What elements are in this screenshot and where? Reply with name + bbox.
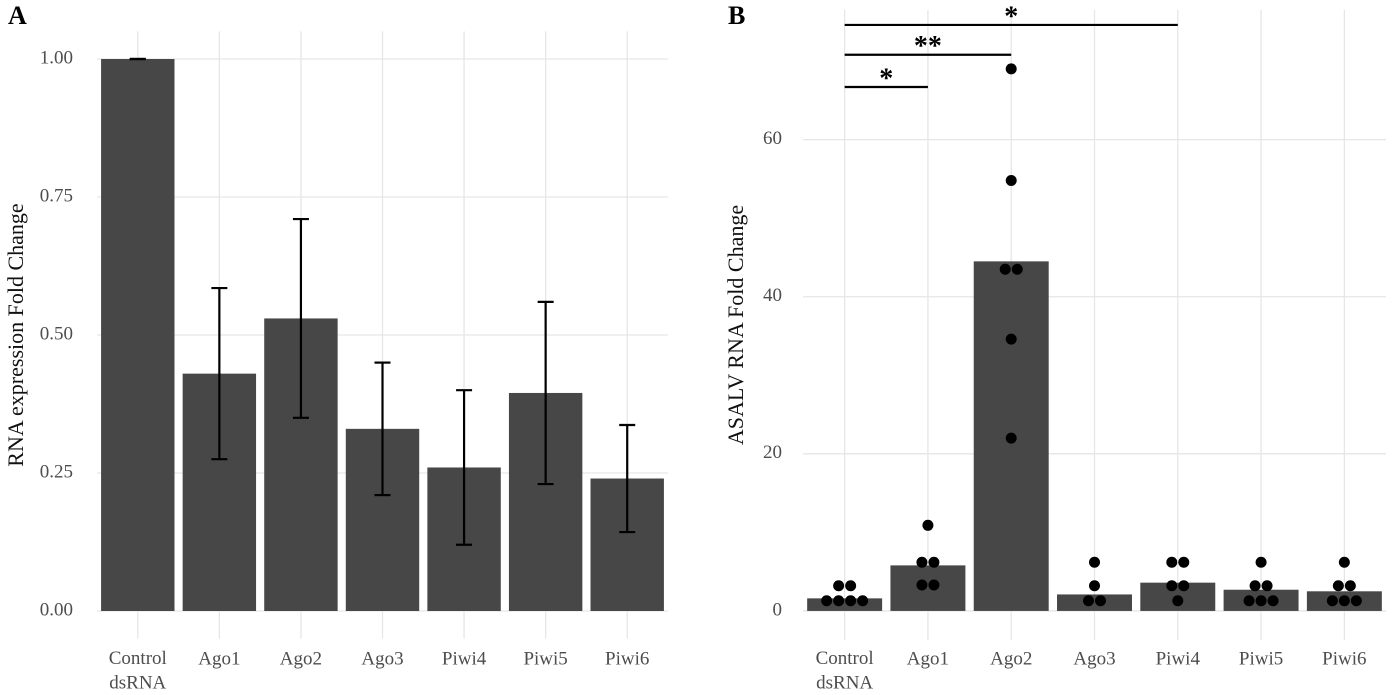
y-tick-label: 20	[763, 442, 782, 463]
data-point	[1005, 432, 1017, 444]
data-point	[821, 595, 833, 607]
data-point	[845, 580, 857, 592]
data-point	[922, 519, 934, 531]
y-tick-label: 60	[763, 128, 782, 149]
error-bar	[292, 217, 309, 419]
data-point	[1338, 595, 1350, 607]
error-bar	[374, 361, 391, 497]
x-tick-label: Piwi5	[1239, 648, 1283, 669]
significance-label: **	[914, 31, 942, 62]
bar	[1057, 594, 1132, 611]
x-tick-label: Ago1	[907, 648, 949, 669]
panel-label: A	[8, 1, 27, 30]
x-tick-label: Ago3	[1073, 648, 1115, 669]
data-point	[833, 580, 845, 592]
x-tick-label: Piwi4	[1156, 648, 1201, 669]
data-point	[1011, 263, 1023, 275]
data-point	[1178, 580, 1190, 592]
error-bar	[456, 389, 473, 546]
x-tick-label: Ago3	[361, 648, 403, 669]
data-point	[845, 595, 857, 607]
data-point	[1095, 595, 1106, 607]
data-point	[1249, 580, 1261, 592]
x-tick-label: Control dsRNA	[816, 648, 874, 694]
data-point	[1005, 63, 1017, 75]
x-tick-label: Control dsRNA	[109, 648, 167, 694]
error-bar	[211, 286, 228, 461]
bar	[101, 59, 175, 611]
x-tick-label: Piwi6	[605, 648, 649, 669]
y-tick-label: 0	[773, 599, 783, 620]
x-tick-label: Piwi5	[523, 648, 567, 669]
data-point	[1089, 580, 1100, 592]
x-tick-label: Piwi6	[1322, 648, 1366, 669]
data-point	[1350, 595, 1362, 607]
data-point	[1172, 595, 1184, 607]
data-point	[1166, 556, 1178, 568]
significance-label: *	[879, 63, 893, 94]
y-tick-label: 0.00	[40, 599, 73, 620]
data-point	[1243, 595, 1255, 607]
data-point	[1089, 556, 1100, 568]
y-tick-label: 0.25	[40, 461, 73, 482]
bar	[890, 565, 966, 611]
x-tick-label: Piwi4	[442, 648, 487, 669]
y-axis-title: ASALV RNA Fold Change	[723, 205, 748, 445]
bar	[807, 598, 883, 611]
error-bar	[619, 423, 636, 534]
data-point	[1338, 556, 1350, 568]
data-point	[1326, 595, 1338, 607]
x-tick-label: Ago2	[280, 648, 322, 669]
data-point	[1166, 580, 1178, 592]
data-point	[999, 263, 1011, 275]
x-tick-label: Ago2	[990, 648, 1032, 669]
y-tick-label: 1.00	[40, 47, 73, 68]
data-point	[1255, 595, 1267, 607]
data-point	[1005, 333, 1017, 345]
data-point	[1005, 174, 1017, 186]
data-point	[1083, 595, 1094, 607]
data-point	[916, 556, 928, 568]
data-point	[1344, 580, 1356, 592]
data-point	[916, 579, 928, 591]
y-tick-label: 40	[763, 285, 782, 306]
data-point	[928, 556, 940, 568]
data-point	[833, 595, 845, 607]
error-bar	[537, 300, 554, 486]
y-tick-label: 0.50	[40, 323, 73, 344]
significance-label: *	[1004, 1, 1018, 32]
y-tick-label: 0.75	[40, 185, 73, 206]
y-axis-title: RNA expression Fold Change	[3, 203, 28, 466]
data-point	[1255, 556, 1267, 568]
data-point	[1178, 556, 1190, 568]
data-point	[1261, 580, 1273, 592]
x-tick-label: Ago1	[198, 648, 240, 669]
data-point	[928, 579, 940, 591]
data-point	[1267, 595, 1279, 607]
data-point	[857, 595, 869, 607]
panel-label: B	[728, 1, 745, 30]
data-point	[1332, 580, 1344, 592]
